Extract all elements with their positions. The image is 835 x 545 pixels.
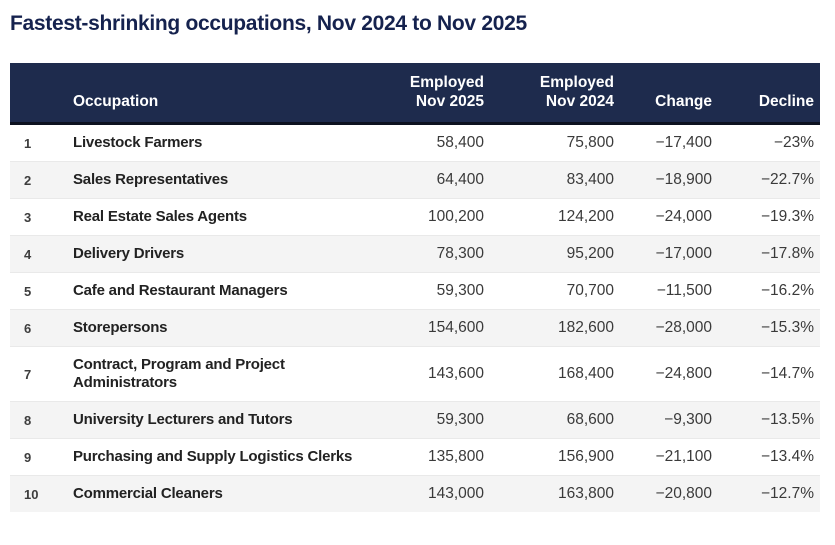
occupation-cell: Commercial Cleaners [60, 475, 396, 512]
row-rank: 3 [10, 198, 60, 236]
change-cell: −18,900 [622, 161, 720, 199]
employed-2025-cell: 59,300 [396, 401, 492, 439]
row-rank: 4 [10, 235, 60, 273]
table-row: 2 Sales Representatives 64,400 83,400 −18,90… [10, 161, 820, 199]
table-row: 7 Contract, Program and Project Administr… [10, 346, 820, 402]
change-cell: −17,000 [622, 235, 720, 273]
employed-2025-cell: 135,800 [396, 438, 492, 476]
decline-cell: −15.3% [720, 309, 820, 347]
change-cell: −20,800 [622, 475, 720, 512]
change-cell: −9,300 [622, 401, 720, 439]
employed-2024-column-header: Employed Nov 2024 [492, 63, 622, 125]
table-row: 8 University Lecturers and Tutors 59,300 68… [10, 401, 820, 439]
decline-cell: −14.7% [720, 346, 820, 402]
employed-2025-cell: 59,300 [396, 272, 492, 310]
table-row: 4 Delivery Drivers 78,300 95,200 −17,000 −17.… [10, 235, 820, 273]
employed-2025-header-line2: Nov 2025 [415, 93, 484, 110]
row-rank: 6 [10, 309, 60, 347]
occupation-cell: Cafe and Restaurant Managers [60, 272, 396, 310]
table-row: 5 Cafe and Restaurant Managers 59,300 70,70… [10, 272, 820, 310]
employed-2024-cell: 168,400 [492, 346, 622, 402]
employed-2024-header-line1: Employed [539, 74, 614, 91]
employed-2024-cell: 156,900 [492, 438, 622, 476]
employed-2024-cell: 163,800 [492, 475, 622, 512]
table-header: Occupation Employed Nov 2025 Employed No… [10, 63, 820, 125]
occupation-cell: University Lecturers and Tutors [60, 401, 396, 439]
occupation-cell: Real Estate Sales Agents [60, 198, 396, 236]
employed-2025-cell: 154,600 [396, 309, 492, 347]
change-cell: −11,500 [622, 272, 720, 310]
change-cell: −24,000 [622, 198, 720, 236]
row-rank: 8 [10, 401, 60, 439]
employed-2025-cell: 100,200 [396, 198, 492, 236]
employed-2025-cell: 58,400 [436, 134, 484, 151]
decline-cell: −22.7% [720, 161, 820, 199]
employed-2025-cell: 143,600 [396, 346, 492, 402]
change-cell: −24,800 [622, 346, 720, 402]
change-column-header: Change [622, 63, 720, 125]
employed-2024-cell: 124,200 [492, 198, 622, 236]
occupation-cell: Delivery Drivers [60, 235, 396, 273]
employed-2024-header-line2: Nov 2024 [545, 93, 614, 110]
decline-cell: −19.3% [720, 198, 820, 236]
change-cell: −21,100 [622, 438, 720, 476]
decline-cell: −16.2% [720, 272, 820, 310]
employed-2024-cell: 70,700 [492, 272, 622, 310]
page-title: Fastest-shrinking occupations, Nov 2024 … [10, 12, 527, 35]
table-row: 1 Livestock Farmers 58,400 75,800 −17,400 −23… [10, 124, 820, 162]
decline-cell: −17.8% [720, 235, 820, 273]
header-row: Occupation Employed Nov 2025 Employed No… [10, 63, 820, 125]
table-row: 9 Purchasing and Supply Logistics Clerks 1… [10, 438, 820, 476]
table-row: 10 Commercial Cleaners 143,000 163,800 −20,8… [10, 475, 820, 512]
employed-2025-cell: 143,000 [396, 475, 492, 512]
decline-cell: −23% [773, 134, 814, 151]
change-cell: −28,000 [622, 309, 720, 347]
occupations-table: Occupation Employed Nov 2025 Employed No… [10, 63, 820, 512]
rank-column-header [10, 63, 60, 125]
page: Fastest-shrinking occupations, Nov 2024 … [10, 12, 820, 512]
decline-cell: −12.7% [720, 475, 820, 512]
table-row: 3 Real Estate Sales Agents 100,200 124,200−… [10, 198, 820, 236]
employed-2025-cell: 78,300 [396, 235, 492, 273]
decline-column-header: Decline [720, 63, 820, 125]
row-rank: 10 [10, 475, 60, 512]
decline-cell: −13.5% [720, 401, 820, 439]
row-rank: 9 [10, 438, 60, 476]
occupation-cell: Livestock Farmers [73, 134, 203, 151]
table-row: 6 Storepersons 154,600 182,600 −28,000 −15.3% [10, 309, 820, 347]
employed-2025-header-line1: Employed [409, 74, 484, 91]
employed-2024-cell: 83,400 [492, 161, 622, 199]
employed-2024-cell: 182,600 [492, 309, 622, 347]
row-rank: 5 [10, 272, 60, 310]
row-rank: 1 [24, 135, 32, 151]
employed-2024-cell: 75,800 [566, 134, 614, 151]
employed-2025-cell: 64,400 [396, 161, 492, 199]
decline-cell: −13.4% [720, 438, 820, 476]
row-rank: 2 [10, 161, 60, 199]
occupation-cell: Sales Representatives [60, 161, 396, 199]
occupation-cell: Purchasing and Supply Logistics Clerks [60, 438, 396, 476]
employed-2025-column-header: Employed Nov 2025 [396, 63, 492, 125]
occupation-column-header: Occupation [60, 63, 396, 125]
row-rank: 7 [10, 346, 60, 402]
employed-2024-cell: 68,600 [492, 401, 622, 439]
employed-2024-cell: 95,200 [492, 235, 622, 273]
occupation-cell: Contract, Program and Project Administra… [60, 346, 396, 402]
occupation-cell: Storepersons [60, 309, 396, 347]
table-body: 1 Livestock Farmers 58,400 75,800 −17,400 −23… [10, 124, 820, 512]
change-cell: −17,400 [655, 134, 712, 151]
